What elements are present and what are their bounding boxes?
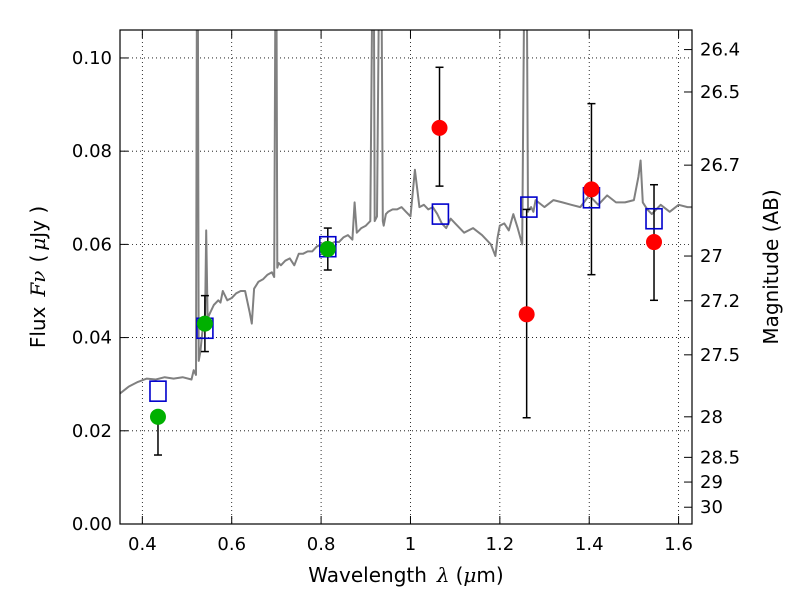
model-photometry-square <box>431 203 450 225</box>
model-photometry-square <box>645 207 663 230</box>
observed-photometry-point <box>431 119 448 136</box>
y-tick-label: 0.06 <box>72 234 112 255</box>
x-tick-label: 1.2 <box>486 534 515 555</box>
model-spectrum-line <box>120 30 692 395</box>
photometry-points-layer <box>149 66 663 456</box>
y-tick-label: 0.00 <box>72 514 112 535</box>
y-tick-label: 0.08 <box>72 141 112 162</box>
magnitude-tick-label: 26.4 <box>700 40 740 61</box>
y-tick-label: 0.10 <box>72 48 112 69</box>
observed-photometry-point <box>149 408 166 425</box>
observed-photometry-point <box>319 241 336 258</box>
magnitude-tick-label: 29 <box>700 472 723 493</box>
observed-photometry-point <box>518 306 535 323</box>
observed-photometry-point <box>196 315 213 332</box>
y-tick-label: 0.02 <box>72 421 112 442</box>
observed-photometry-point <box>583 181 600 198</box>
x-tick-label: 0.6 <box>217 534 246 555</box>
magnitude-tick-label: 28 <box>700 407 723 428</box>
axis-ticks: 0.4 0.6 0.8 1 1.2 1.4 1.6 0.00 0.02 0.04 0.06 0.08 0… <box>72 30 740 555</box>
x-tick-label: 0.4 <box>128 534 157 555</box>
magnitude-tick-label: 26.7 <box>700 155 740 176</box>
model-photometry-square <box>149 380 167 402</box>
observed-photometry-point <box>646 234 663 251</box>
magnitude-tick-label: 30 <box>700 497 723 518</box>
y-axis-right-label: Magnitude (AB) <box>759 189 783 344</box>
x-axis-label: Wavelength λ (μm) <box>308 563 503 587</box>
magnitude-tick-label: 26.5 <box>700 82 740 103</box>
x-tick-label: 1.6 <box>664 534 693 555</box>
x-tick-label: 1 <box>405 534 416 555</box>
y-axis-label: FluxFν(μJy ) <box>26 206 50 348</box>
x-tick-label: 1.4 <box>575 534 604 555</box>
y-tick-label: 0.04 <box>72 328 112 349</box>
model-spectrum-layer <box>120 30 692 395</box>
magnitude-tick-label: 27.2 <box>700 291 740 312</box>
magnitude-tick-label: 27.5 <box>700 345 740 366</box>
x-tick-label: 0.8 <box>307 534 336 555</box>
magnitude-tick-label: 27 <box>700 246 723 267</box>
magnitude-tick-label: 28.5 <box>700 447 740 468</box>
model-photometry-square <box>520 196 538 218</box>
plot-frame <box>119 29 693 525</box>
